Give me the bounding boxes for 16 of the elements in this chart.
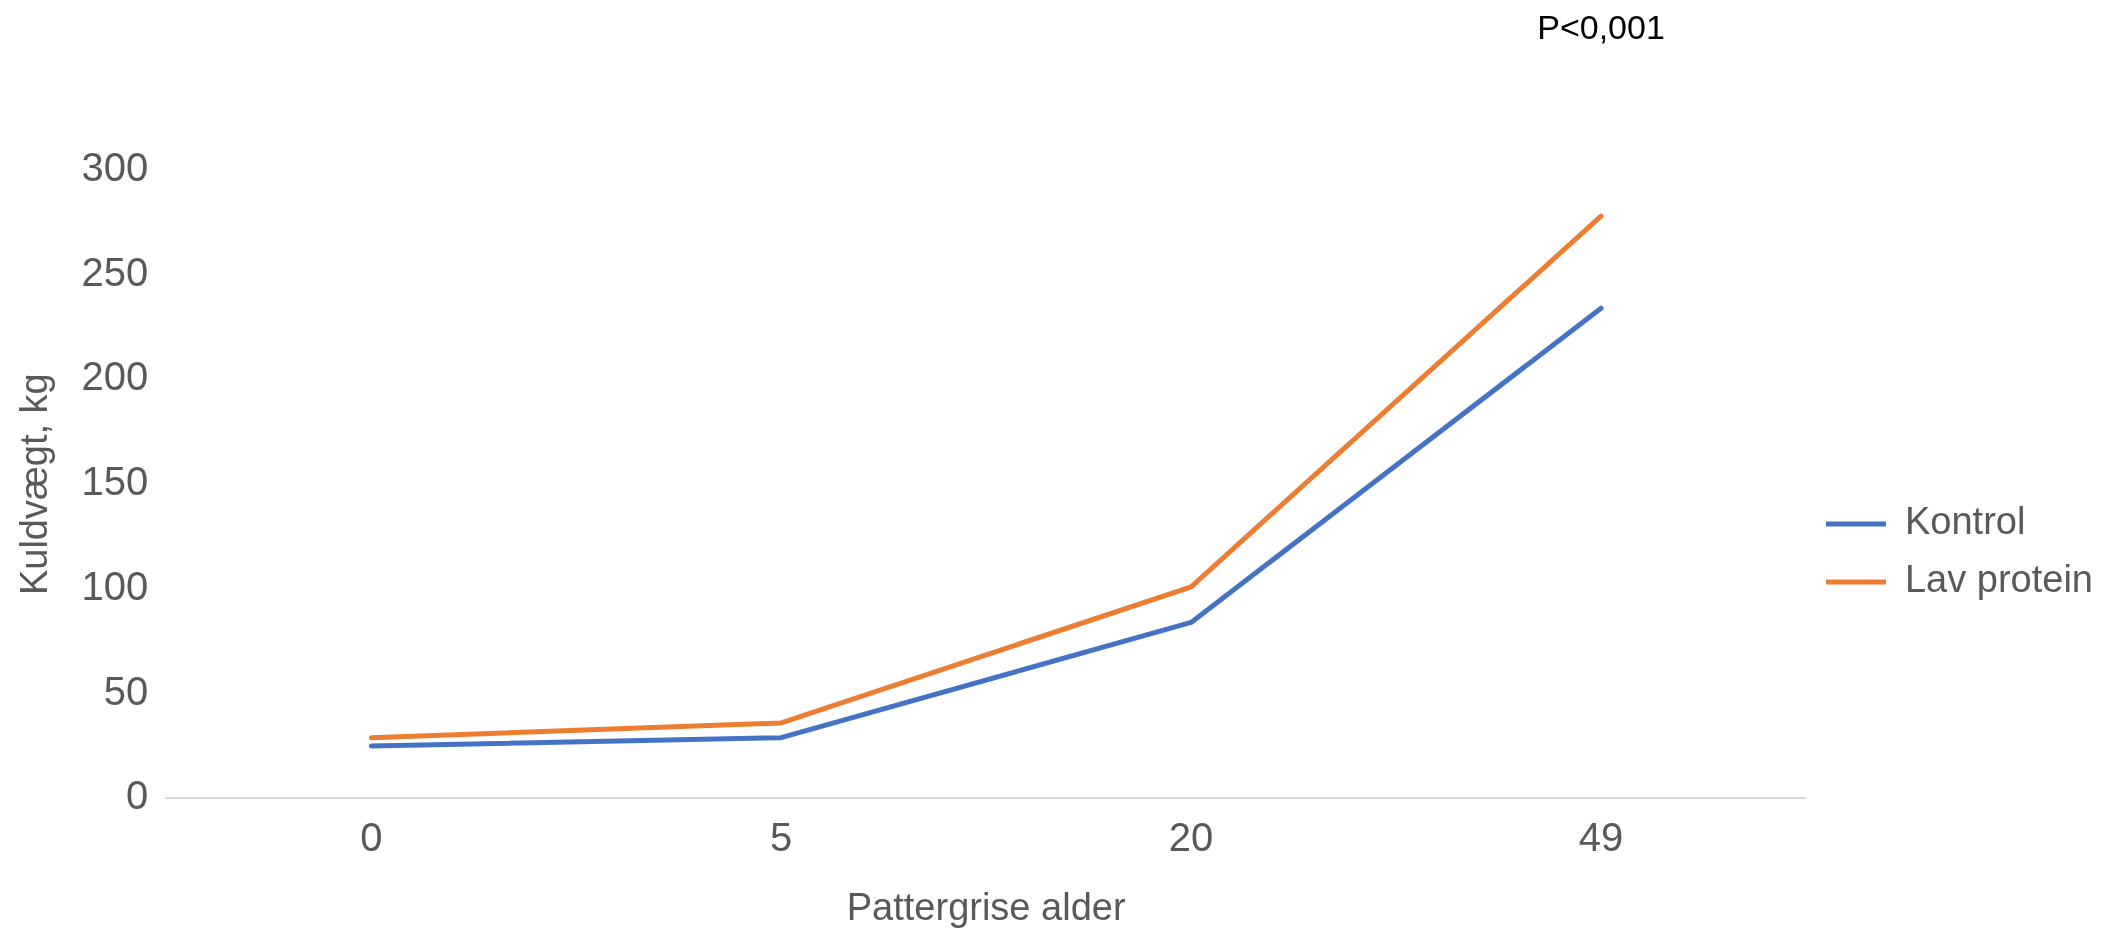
y-tick-label: 200 xyxy=(81,354,149,399)
y-tick-label: 0 xyxy=(126,773,149,818)
y-tick-label: 250 xyxy=(81,249,149,294)
x-tick-label: 20 xyxy=(1168,815,1214,860)
text: P<0,001 xyxy=(1537,8,1665,47)
x-axis-title: Pattergrise alder xyxy=(846,885,1126,928)
y-tick-label: 300 xyxy=(81,145,149,190)
x-tick-label: 0 xyxy=(360,815,383,860)
y-tick-label: 150 xyxy=(81,459,149,504)
y-axis-title: Kuldvægt, kg xyxy=(13,373,56,596)
y-tick-label: 50 xyxy=(103,668,149,713)
x-tick-label: 49 xyxy=(1578,815,1624,860)
y-tick-label: 100 xyxy=(81,563,149,608)
legend-label: Kontrol xyxy=(1904,500,2026,543)
x-tick-label: 5 xyxy=(770,815,793,860)
legend-label: Lav protein xyxy=(1904,558,2093,601)
